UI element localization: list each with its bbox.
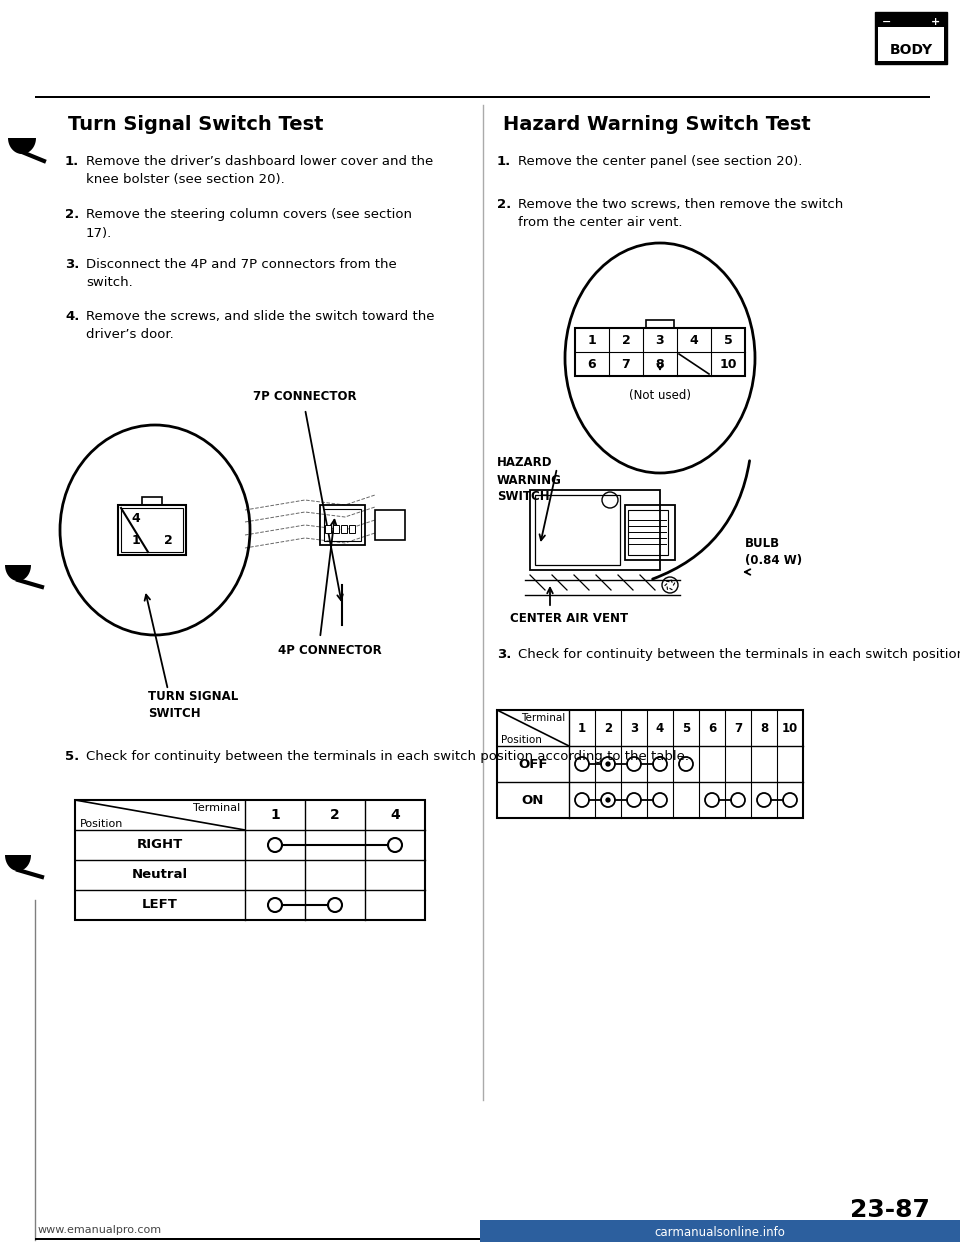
Text: Disconnect the 4P and 7P connectors from the
switch.: Disconnect the 4P and 7P connectors from…	[86, 258, 396, 289]
Bar	[480, 1220, 960, 1242]
Text: 7: 7	[734, 722, 742, 734]
Circle shape	[606, 761, 611, 766]
Text: Hazard Warning Switch Test: Hazard Warning Switch Test	[503, 116, 811, 134]
Text: TURN SIGNAL
SWITCH: TURN SIGNAL SWITCH	[148, 691, 238, 720]
Text: www.emanualpro.com: www.emanualpro.com	[38, 1225, 162, 1235]
Text: Position: Position	[501, 735, 541, 745]
Bar	[324, 509, 361, 542]
Text: RIGHT: RIGHT	[137, 838, 183, 852]
Bar	[35, 1238, 930, 1240]
Text: +: +	[930, 17, 940, 27]
Text: HAZARD
WARNING
SWITCH: HAZARD WARNING SWITCH	[497, 457, 562, 503]
Text: 3: 3	[656, 334, 664, 347]
Bar	[325, 525, 331, 533]
Text: 2: 2	[163, 534, 173, 546]
Text: −: −	[882, 17, 892, 27]
Bar	[575, 328, 745, 376]
Text: OFF: OFF	[518, 758, 548, 770]
Text: Remove the screws, and slide the switch toward the
driver’s door.: Remove the screws, and slide the switch …	[86, 310, 435, 342]
Text: 4P CONNECTOR: 4P CONNECTOR	[278, 643, 382, 657]
Text: 2: 2	[330, 809, 340, 822]
Text: 2: 2	[622, 334, 631, 347]
Bar	[349, 525, 355, 533]
Bar	[875, 12, 947, 65]
Text: ON: ON	[522, 794, 544, 806]
Text: 3.: 3.	[65, 258, 80, 271]
Text: 1: 1	[588, 334, 596, 347]
Bar	[646, 320, 674, 328]
Text: 1.: 1.	[497, 155, 512, 168]
Text: 1: 1	[578, 722, 586, 734]
Text: Remove the driver’s dashboard lower cover and the
knee bolster (see section 20).: Remove the driver’s dashboard lower cove…	[86, 155, 433, 186]
Text: 3.: 3.	[497, 648, 512, 661]
Bar	[497, 710, 803, 818]
Text: 8: 8	[760, 722, 768, 734]
Text: 1.: 1.	[65, 155, 80, 168]
Text: 1: 1	[132, 534, 140, 546]
Text: 5.: 5.	[65, 750, 80, 763]
Text: Check for continuity between the terminals in each switch position according to : Check for continuity between the termina…	[86, 750, 689, 763]
Text: 4: 4	[656, 722, 664, 734]
Bar	[530, 491, 660, 570]
Bar	[535, 496, 620, 565]
Bar	[118, 505, 186, 555]
Text: 23-87: 23-87	[851, 1199, 930, 1222]
Bar	[320, 505, 365, 545]
Bar	[142, 497, 162, 505]
Text: Remove the two screws, then remove the switch
from the center air vent.: Remove the two screws, then remove the s…	[518, 197, 843, 230]
Text: Terminal: Terminal	[520, 713, 565, 723]
Bar	[333, 525, 339, 533]
Polygon shape	[5, 565, 31, 581]
Text: 4: 4	[132, 512, 140, 524]
Bar	[628, 510, 668, 555]
Text: 4: 4	[390, 809, 400, 822]
Text: 10: 10	[719, 358, 736, 370]
Bar	[75, 800, 425, 920]
Text: 8: 8	[656, 358, 664, 370]
Text: 2.: 2.	[497, 197, 512, 211]
Text: 2.: 2.	[65, 207, 80, 221]
Bar	[625, 505, 675, 560]
Text: Turn Signal Switch Test: Turn Signal Switch Test	[68, 116, 324, 134]
Bar	[341, 525, 347, 533]
Circle shape	[606, 797, 611, 802]
Text: Remove the center panel (see section 20).: Remove the center panel (see section 20)…	[518, 155, 803, 168]
Text: Terminal: Terminal	[193, 804, 240, 814]
Text: 5: 5	[682, 722, 690, 734]
Text: LEFT: LEFT	[142, 898, 178, 912]
Text: 3: 3	[630, 722, 638, 734]
Text: Position: Position	[80, 818, 124, 828]
Text: carmanualsonline.info: carmanualsonline.info	[655, 1227, 785, 1240]
Text: BULB
(0.84 W): BULB (0.84 W)	[745, 537, 803, 568]
Text: BODY: BODY	[889, 43, 932, 57]
Bar	[35, 96, 930, 98]
Text: 2: 2	[604, 722, 612, 734]
Text: Remove the steering column covers (see section
17).: Remove the steering column covers (see s…	[86, 207, 412, 240]
Polygon shape	[5, 854, 31, 871]
Bar	[375, 510, 405, 540]
Text: 5: 5	[724, 334, 732, 347]
Text: 1: 1	[270, 809, 280, 822]
Text: (Not used): (Not used)	[629, 390, 691, 402]
Bar	[878, 27, 944, 61]
Polygon shape	[8, 138, 36, 154]
Text: 7P CONNECTOR: 7P CONNECTOR	[253, 390, 357, 404]
Text: 7: 7	[622, 358, 631, 370]
Text: 6: 6	[588, 358, 596, 370]
Text: 6: 6	[708, 722, 716, 734]
Text: 4: 4	[689, 334, 698, 347]
Text: Neutral: Neutral	[132, 868, 188, 882]
Text: CENTER AIR VENT: CENTER AIR VENT	[510, 611, 628, 625]
Bar	[121, 508, 183, 551]
Text: Check for continuity between the terminals in each switch position according to : Check for continuity between the termina…	[518, 648, 960, 661]
Text: 10: 10	[781, 722, 798, 734]
Text: 4.: 4.	[65, 310, 80, 323]
